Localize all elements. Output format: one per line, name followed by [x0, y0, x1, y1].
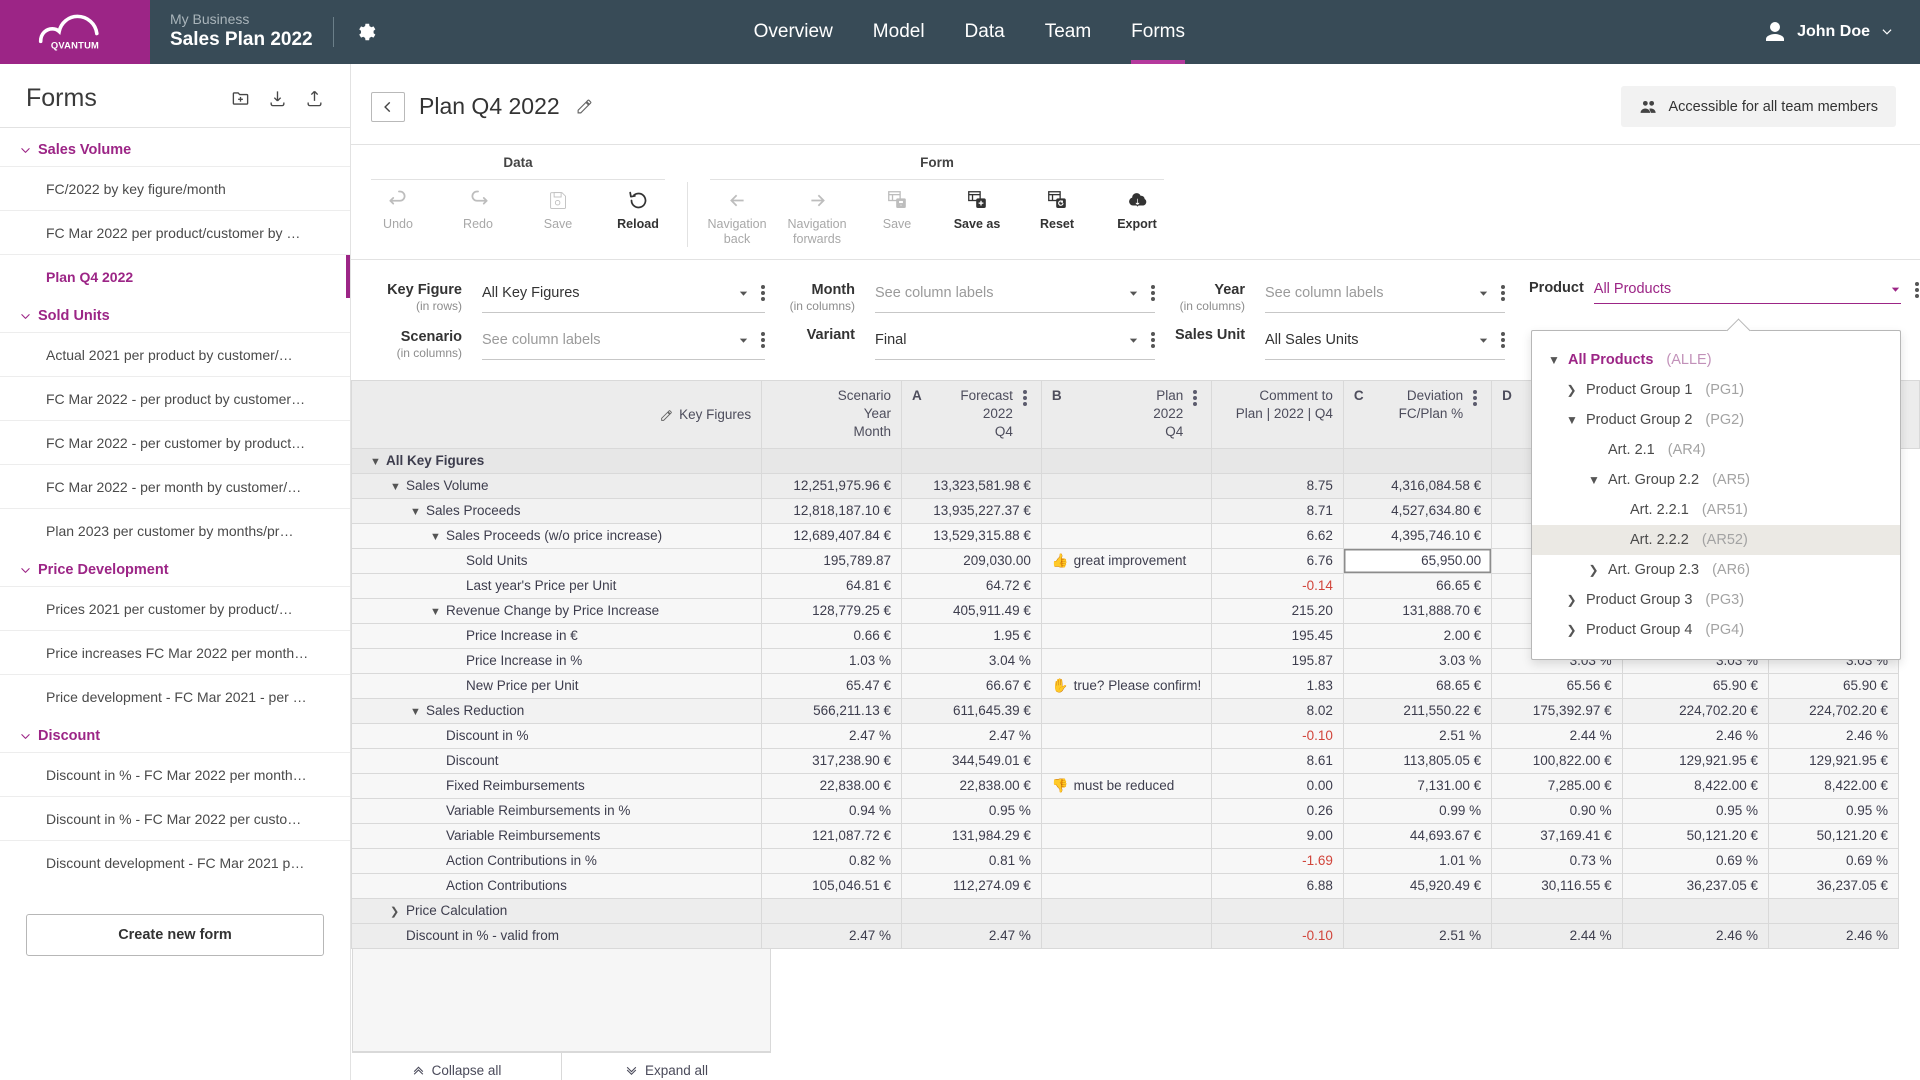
svg-text:QVANTUM: QVANTUM	[51, 41, 99, 51]
